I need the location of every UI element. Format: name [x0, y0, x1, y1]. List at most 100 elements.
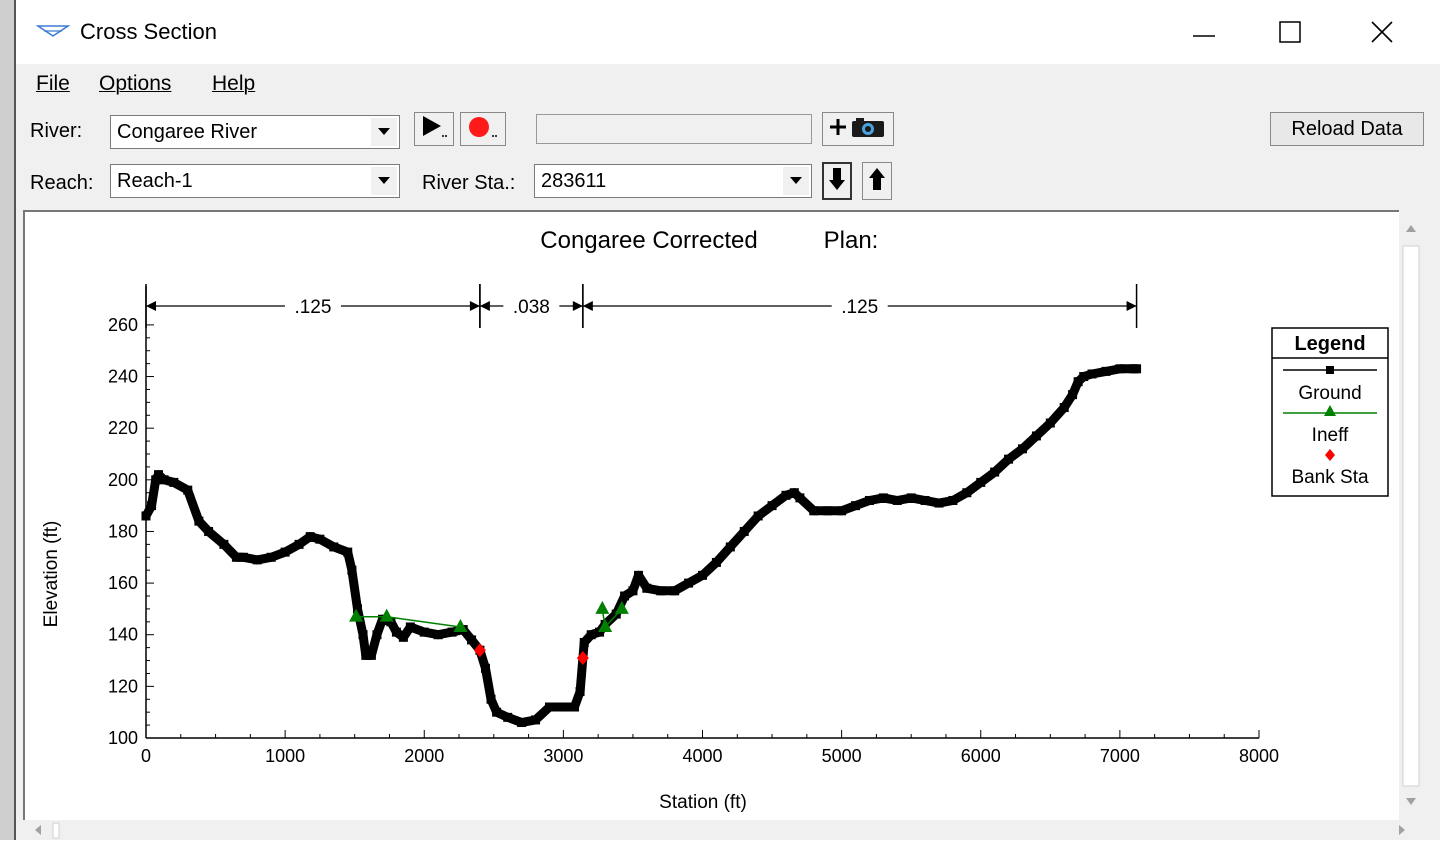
- chevron-down-icon[interactable]: [783, 167, 809, 195]
- ineff-point: [379, 608, 394, 622]
- ground-point: [698, 570, 707, 580]
- ground-point: [503, 712, 513, 722]
- ground-point: [781, 490, 791, 500]
- plus-camera-icon: [826, 114, 890, 145]
- step-up-button[interactable]: [862, 162, 892, 200]
- record-icon: [465, 114, 501, 145]
- arrow-left-icon: [479, 301, 490, 311]
- ground-point: [1079, 372, 1089, 382]
- vertical-scrollbar[interactable]: [1400, 210, 1422, 820]
- ground-point: [642, 583, 652, 593]
- x-tick-label: 1000: [265, 746, 305, 766]
- ground-point: [920, 495, 930, 505]
- x-tick-label: 7000: [1100, 746, 1140, 766]
- ground-point: [1059, 403, 1069, 413]
- ground-point: [570, 702, 580, 712]
- menu-file[interactable]: File: [36, 72, 70, 95]
- ground-point: [480, 663, 490, 673]
- arrow-right-icon: [469, 301, 480, 311]
- chevron-down-icon[interactable]: [371, 167, 397, 195]
- x-axis-label: Station (ft): [659, 792, 747, 813]
- ground-point: [1132, 364, 1142, 374]
- ground-point: [531, 715, 541, 725]
- ground-point: [628, 586, 638, 596]
- x-tick-label: 3000: [543, 746, 583, 766]
- horizontal-scrollbar[interactable]: [23, 820, 1422, 840]
- ground-point: [366, 650, 376, 660]
- y-tick-label: 140: [108, 625, 138, 645]
- ground-point: [358, 630, 368, 640]
- ground-point: [962, 488, 972, 498]
- ground-point: [398, 632, 408, 642]
- arrow-right-icon: [1126, 301, 1137, 311]
- ground-point: [620, 591, 630, 601]
- scroll-right-icon[interactable]: [1399, 825, 1405, 835]
- ineff-point: [595, 600, 610, 614]
- step-down-button[interactable]: [822, 162, 852, 200]
- y-tick-label: 180: [108, 521, 138, 541]
- window-right-border: [1422, 210, 1440, 840]
- scroll-left-icon[interactable]: [35, 825, 41, 835]
- step-up-icon: [869, 166, 885, 197]
- reload-data-button[interactable]: Reload Data: [1270, 112, 1424, 146]
- ground-point: [252, 555, 262, 565]
- plot-title: Congaree Corrected: [540, 227, 757, 254]
- ground-point: [575, 687, 585, 697]
- legend-box: Legend Ground Ineff Bank Sta: [1271, 327, 1389, 497]
- desktop-edge: [0, 0, 16, 840]
- play-button[interactable]: [414, 112, 454, 146]
- scroll-up-icon[interactable]: [1406, 225, 1416, 232]
- y-tick-label: 200: [108, 470, 138, 490]
- reach-select[interactable]: Reach-1: [110, 164, 400, 198]
- ground-legend-marker: [1326, 366, 1334, 374]
- ground-point: [634, 570, 644, 580]
- river-select[interactable]: Congaree River: [110, 115, 400, 149]
- ineff-point: [614, 600, 629, 614]
- ground-point: [809, 506, 819, 516]
- maximize-icon: [1279, 20, 1301, 48]
- river-select-value: Congaree River: [117, 121, 258, 143]
- ground-point: [656, 586, 666, 596]
- legend-item-bank-sta: Bank Sta: [1291, 467, 1369, 488]
- ground-point: [347, 565, 357, 575]
- title-bar[interactable]: Cross Section: [16, 0, 1440, 64]
- ground-point: [837, 506, 847, 516]
- y-tick-label: 220: [108, 418, 138, 438]
- scroll-down-icon[interactable]: [1406, 798, 1416, 805]
- ground-point: [864, 495, 874, 505]
- ground-point: [315, 534, 325, 544]
- legend-item-ineff: Ineff: [1312, 425, 1349, 446]
- reach-label: Reach:: [30, 172, 94, 194]
- ineff-point: [453, 618, 468, 632]
- ground-point: [419, 627, 429, 637]
- record-button[interactable]: [460, 112, 506, 146]
- ground-point: [1068, 390, 1078, 400]
- ground-point: [266, 552, 276, 562]
- y-axis-label: Elevation (ft): [41, 521, 62, 628]
- close-button[interactable]: [1352, 14, 1412, 54]
- cross-section-window: Cross Section File Options Help River: C…: [16, 0, 1440, 840]
- ground-point: [595, 627, 605, 637]
- ground-point: [219, 539, 229, 549]
- ineff-legend-marker: [1324, 405, 1336, 416]
- ground-point: [1101, 366, 1111, 376]
- ground-point: [753, 511, 763, 521]
- add-camera-button[interactable]: [822, 112, 894, 146]
- ground-point: [517, 718, 527, 728]
- ground-point: [976, 477, 986, 487]
- mannings-n-label: .038: [513, 297, 550, 318]
- x-tick-label: 4000: [682, 746, 722, 766]
- ground-point: [386, 617, 396, 627]
- minimize-icon: [1193, 25, 1215, 43]
- chevron-down-icon[interactable]: [371, 118, 397, 146]
- ground-point: [1115, 364, 1125, 374]
- minimize-button[interactable]: [1174, 14, 1234, 54]
- ground-point: [739, 526, 749, 536]
- menu-help[interactable]: Help: [212, 72, 256, 95]
- menu-options[interactable]: Options: [99, 72, 172, 95]
- ground-point: [1045, 418, 1055, 428]
- maximize-button[interactable]: [1260, 14, 1320, 54]
- x-tick-label: 5000: [822, 746, 862, 766]
- river-sta-select[interactable]: 283611: [534, 164, 812, 198]
